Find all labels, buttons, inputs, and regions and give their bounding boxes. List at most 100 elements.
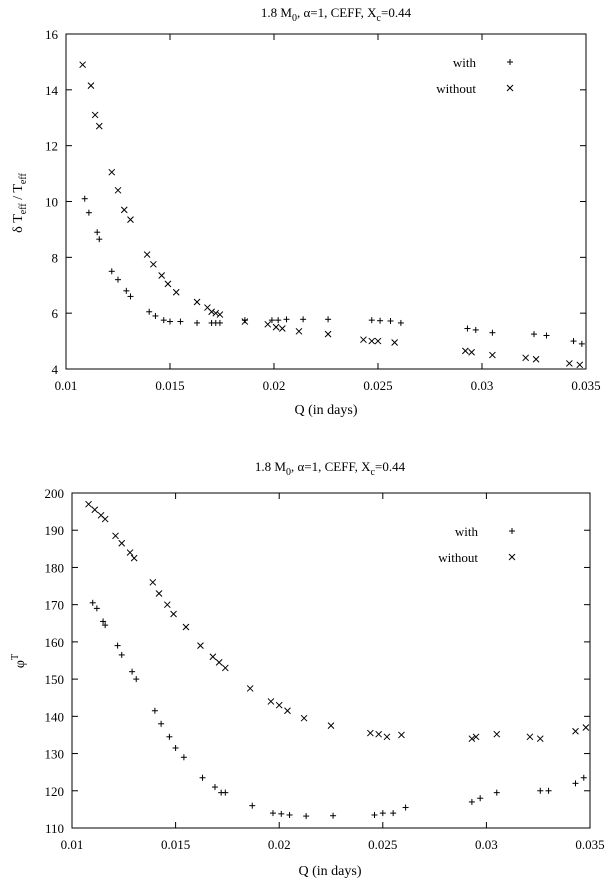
y-tick-label: 10 [45, 195, 58, 210]
legend-symbol [506, 84, 514, 92]
data-point-without [155, 590, 163, 597]
data-point-with [93, 605, 100, 612]
data-point-without [149, 578, 157, 586]
data-point-with [249, 802, 256, 809]
data-point-without [118, 539, 126, 547]
data-point-with [268, 317, 275, 324]
y-tick-label: 14 [45, 83, 59, 98]
data-point-with [102, 622, 109, 629]
data-point-with [172, 744, 179, 751]
legend-symbol [509, 528, 515, 534]
y-tick-label: 16 [45, 27, 59, 42]
data-point-with [477, 795, 484, 802]
data-point-without [566, 360, 573, 367]
data-point-with [572, 780, 579, 787]
data-point-without [130, 554, 138, 562]
ticks: 0.01 0.015 0.02 0.025 0.03 0.035 4 6 8 10 12 14 16 [45, 27, 601, 393]
plot-frame [71, 492, 591, 829]
data-point-without [95, 122, 103, 130]
data-point-without [112, 532, 119, 540]
data-point-with [146, 308, 153, 315]
data-point-with [114, 642, 121, 649]
data-point-with [115, 276, 121, 283]
data-point-without [383, 733, 391, 741]
data-point-without [126, 549, 134, 556]
data-point-with [108, 268, 115, 275]
y-tick-label: 6 [52, 306, 59, 321]
data-point-without [375, 730, 383, 738]
data-point-with [464, 325, 471, 332]
y-tick-label: 160 [45, 635, 65, 650]
data-point-without [391, 339, 398, 346]
data-point-with [368, 317, 375, 324]
data-point-without [216, 311, 224, 318]
y-tick-label: 140 [45, 709, 65, 724]
data-point-without [91, 111, 99, 119]
chart-title: 1.8 M0, α=1, CEFF, Xc=0.44 [261, 5, 412, 24]
data-point-without [108, 168, 116, 176]
y-tick-label: 150 [45, 672, 65, 687]
data-point-with [390, 810, 397, 817]
chart-title: 1.8 M0, α=1, CEFF, Xc=0.44 [255, 459, 406, 478]
data-point-with [151, 707, 158, 714]
data-point-without [101, 515, 109, 523]
data-point-without [79, 61, 86, 69]
data-point-without [532, 355, 540, 363]
y-tick-label: 8 [52, 250, 59, 265]
data-point-with [81, 195, 88, 202]
data-point-without [212, 309, 220, 317]
data-point-with [278, 810, 285, 817]
data-point-with [222, 789, 229, 796]
legend-label-with: with [455, 524, 479, 539]
data-point-without [493, 730, 501, 738]
data-point-without [172, 288, 180, 296]
x-tick-label: 0.02 [268, 837, 291, 852]
data-point-without [572, 727, 579, 735]
x-tick-label: 0.025 [363, 378, 392, 393]
data-point-without [576, 361, 584, 369]
data-point-without [284, 707, 291, 715]
y-tick-label: 130 [45, 747, 65, 762]
x-axis-label: Q (in days) [295, 403, 358, 418]
data-point-without [272, 323, 280, 331]
legend-label-without: without [438, 550, 478, 565]
x-tick-label: 0.035 [575, 837, 604, 852]
data-point-without [197, 642, 204, 649]
legend-symbol [508, 553, 516, 561]
data-point-with [177, 318, 184, 325]
data-point-without [278, 325, 286, 332]
legend-label-without: without [436, 81, 476, 96]
data-point-with [127, 293, 134, 300]
data-point-with [211, 784, 218, 791]
data-point-without [468, 348, 475, 356]
data-point-with [402, 804, 409, 811]
data-point-without [241, 318, 249, 325]
data-point-without [368, 337, 376, 345]
data-point-with [275, 317, 282, 324]
data-point-with [472, 326, 479, 333]
data-point-with [543, 332, 550, 339]
data-point-with [397, 319, 404, 326]
data-point-without [360, 336, 367, 344]
data-point-with [325, 316, 332, 323]
legend-symbol [507, 59, 513, 65]
data-point-without [468, 735, 476, 743]
data-marks [79, 61, 585, 369]
x-tick-label: 0.03 [475, 837, 498, 852]
data-point-without [267, 698, 275, 705]
legend-marker-with [507, 59, 513, 65]
x-tick-label: 0.025 [368, 837, 397, 852]
data-point-without [208, 308, 215, 316]
data-point-without [246, 685, 254, 692]
data-point-with [194, 319, 201, 326]
data-point-without [374, 337, 382, 345]
data-point-with [286, 811, 293, 818]
data-point-without [85, 500, 92, 508]
legend-marker-without [508, 553, 516, 561]
ticks: 0.01 0.015 0.02 0.025 0.03 0.035 110 120 130 140 1… [45, 486, 605, 852]
data-point-with [283, 316, 290, 323]
data-point-without [582, 724, 590, 731]
y-tick-label: 180 [45, 560, 65, 575]
x-tick-label: 0.035 [571, 378, 600, 393]
